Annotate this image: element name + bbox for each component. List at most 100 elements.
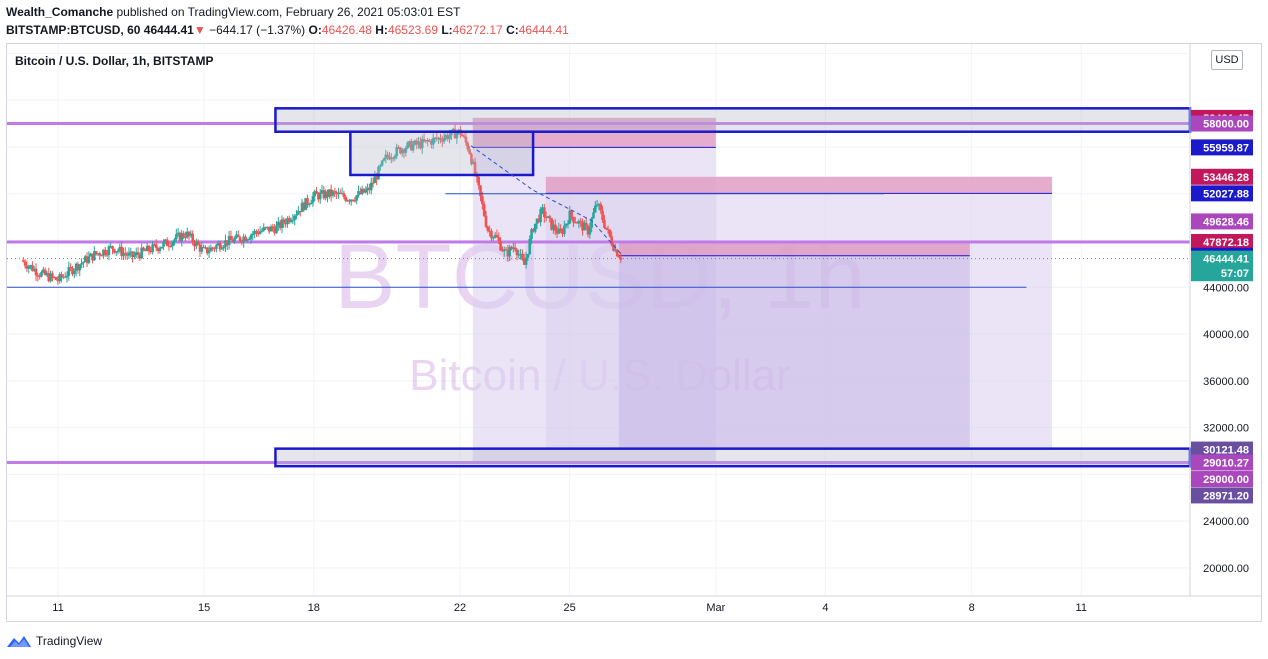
candle-body: [51, 273, 54, 278]
candle-body: [512, 247, 515, 249]
candle-body: [508, 247, 511, 257]
candle-body: [220, 248, 224, 250]
candle-body: [169, 246, 173, 248]
candle-body: [455, 133, 459, 139]
candle-body: [164, 239, 167, 242]
candle-body: [275, 225, 278, 234]
candle-body: [544, 217, 548, 219]
candle-body: [100, 255, 103, 257]
candle-body: [52, 277, 56, 279]
candle-body: [522, 259, 526, 265]
price-label-bg: [1191, 454, 1253, 471]
candle-body: [552, 224, 555, 230]
candle-body: [260, 230, 264, 232]
candle-body: [395, 147, 399, 157]
candle-body: [227, 235, 231, 246]
candle-body: [504, 249, 508, 251]
price-tick-label: 36000.00: [1203, 376, 1249, 388]
candle-body: [42, 269, 45, 273]
down-arrow-icon: ▼: [193, 23, 206, 37]
candle-body: [291, 219, 295, 221]
candle-body: [43, 269, 47, 275]
candle-body: [526, 254, 530, 258]
candle-body: [597, 204, 601, 206]
candle-body: [346, 200, 349, 202]
candle-body: [89, 253, 92, 257]
candle-body: [69, 266, 72, 268]
candle-body: [426, 139, 430, 142]
candle-body: [85, 256, 89, 263]
candle-body: [80, 263, 83, 265]
time-tick-label: 4: [822, 602, 828, 614]
candle-body: [606, 229, 610, 231]
candle-body: [231, 239, 235, 243]
candle-body: [528, 239, 532, 255]
price-tick-label: 32000.00: [1203, 423, 1249, 435]
candle-body: [284, 223, 287, 225]
candle-body: [111, 246, 114, 250]
candle-body: [60, 274, 63, 278]
candle-body: [510, 247, 513, 249]
candle-body: [599, 204, 603, 211]
close-value: 46444.41: [518, 23, 569, 37]
candle-body: [337, 192, 340, 195]
candle-body: [495, 235, 499, 238]
price-label-bg: [1191, 115, 1253, 132]
candle-body: [400, 149, 404, 154]
candle-body: [335, 192, 338, 195]
candle-body: [125, 254, 129, 256]
candle-body: [151, 244, 154, 253]
candle-body: [373, 176, 377, 184]
candle-body: [131, 251, 134, 257]
time-tick-label: 22: [454, 602, 466, 614]
candle-body: [488, 230, 491, 232]
price-label-bg: [1191, 487, 1253, 504]
candle-body: [45, 273, 49, 275]
candle-body: [368, 187, 371, 191]
author-name[interactable]: Wealth_Comanche: [6, 5, 114, 19]
tradingview-logo-icon[interactable]: [6, 634, 32, 648]
candle-body: [116, 250, 120, 252]
chart-header: Wealth_Comanche published on TradingView…: [6, 4, 1256, 40]
candle-body: [408, 141, 411, 143]
candle-body: [29, 265, 32, 267]
candle-body: [490, 230, 493, 239]
candle-body: [473, 161, 477, 175]
tradingview-brand[interactable]: TradingView: [36, 634, 103, 648]
candle-body: [103, 249, 107, 255]
candle-body: [348, 200, 351, 202]
trend-line-dashed: [470, 145, 624, 257]
candle-body: [98, 253, 102, 256]
candle-body: [364, 190, 368, 193]
candle-body: [561, 231, 564, 234]
candle-body: [353, 200, 357, 202]
candle-body: [142, 247, 145, 251]
price-label-bg: [1191, 233, 1253, 250]
candle-body: [129, 251, 133, 253]
candle-body: [215, 245, 218, 249]
candle-body: [31, 265, 34, 271]
candle-body: [437, 137, 440, 140]
candle-body: [389, 157, 393, 160]
currency-badge[interactable]: USD: [1211, 50, 1243, 70]
candle-body: [271, 226, 275, 229]
candle-body: [594, 205, 597, 213]
candle-body: [419, 141, 422, 149]
candle-body: [439, 137, 442, 141]
candle-body: [160, 246, 164, 249]
candle-body: [417, 141, 420, 145]
price-tick-label: 44000.00: [1203, 282, 1249, 294]
candle-body: [524, 257, 528, 265]
candle-body: [592, 212, 595, 219]
candle-body: [295, 214, 298, 216]
candle-body: [519, 253, 522, 255]
candle-body: [329, 189, 333, 196]
candle-body: [87, 256, 91, 263]
candle-body: [256, 232, 260, 234]
candle-body: [76, 263, 80, 271]
candle-body: [165, 239, 169, 246]
price-label: 49628.46: [1203, 216, 1249, 228]
candle-body: [577, 221, 581, 224]
candle-body: [530, 229, 533, 240]
